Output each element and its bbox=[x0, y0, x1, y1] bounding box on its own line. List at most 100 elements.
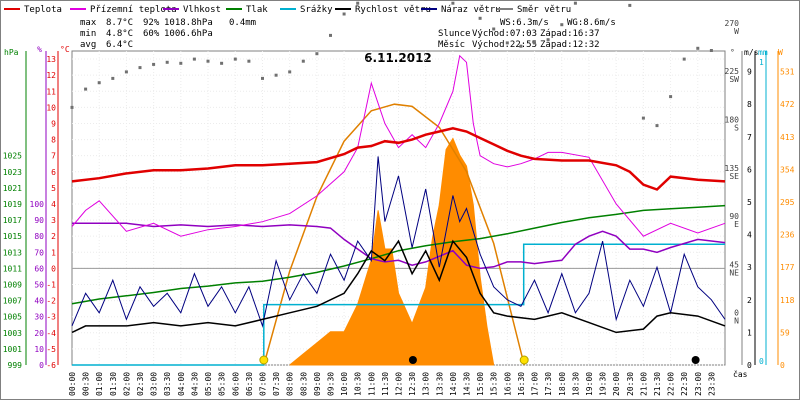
x-tick-label: 16:00 bbox=[503, 372, 512, 396]
celsius-tick-label: 2 bbox=[51, 232, 56, 241]
x-tick-label: 16:30 bbox=[517, 372, 526, 396]
x-tick-label: 23:00 bbox=[694, 372, 703, 396]
temperature-line bbox=[71, 127, 726, 191]
ms-tick-label: 7 bbox=[747, 133, 752, 142]
watt-tick-label: 413 bbox=[780, 133, 795, 142]
max-temp: 8.7°C bbox=[106, 18, 133, 28]
legend-label: Vlhkost bbox=[183, 5, 221, 15]
x-tick-label: 15:00 bbox=[476, 372, 485, 396]
ms-tick-label: 3 bbox=[747, 263, 752, 272]
percent-tick-label: 60 bbox=[34, 264, 44, 273]
direction-tick-compass: SE bbox=[729, 172, 739, 181]
x-tick-label: 20:30 bbox=[626, 372, 635, 396]
rain-line bbox=[72, 243, 725, 366]
min-temp: 4.8°C bbox=[106, 29, 133, 39]
legend-label: Přízemní teplota bbox=[90, 5, 177, 15]
x-tick-label: 22:00 bbox=[667, 372, 676, 396]
x-tick-label: 03:00 bbox=[150, 372, 159, 396]
celsius-tick-label: 12 bbox=[46, 71, 56, 80]
wind-dir-point bbox=[192, 57, 196, 61]
wind-dir-point bbox=[560, 23, 564, 27]
wind-dir-point bbox=[301, 59, 305, 63]
ms-tick-label: 6 bbox=[747, 165, 752, 174]
wind-dir-point bbox=[138, 66, 142, 70]
wind-gust-stat: WG:8.6m/s bbox=[567, 18, 616, 28]
x-tick-label: 20:00 bbox=[612, 372, 621, 396]
wind-dir-point bbox=[329, 33, 332, 37]
ms-axis-title: m/s bbox=[744, 48, 759, 57]
celsius-tick-label: -6 bbox=[46, 361, 56, 370]
percent-axis-title: % bbox=[37, 45, 42, 54]
direction-tick-compass: W bbox=[734, 27, 739, 36]
celsius-tick-label: 1 bbox=[51, 248, 56, 257]
direction-tick-degree: 180 bbox=[725, 115, 740, 124]
wind-dir-point bbox=[274, 73, 278, 77]
ms-tick-label: 9 bbox=[747, 68, 752, 77]
hpa-tick-label: 1009 bbox=[3, 280, 22, 289]
sunset-marker bbox=[519, 355, 529, 365]
watt-tick-label: 118 bbox=[780, 296, 795, 305]
wind-dir-point bbox=[152, 62, 156, 66]
mm-axis-title: mm bbox=[758, 48, 768, 57]
wind-dir-point bbox=[641, 116, 645, 120]
watt-tick-label: 59 bbox=[780, 328, 790, 337]
x-tick-label: 03:30 bbox=[163, 372, 172, 396]
direction-tick-degree: 225 bbox=[725, 67, 740, 76]
watt-tick-label: 354 bbox=[780, 165, 795, 174]
direction-tick-degree: 270 bbox=[725, 19, 740, 28]
celsius-tick-label: -2 bbox=[46, 297, 56, 306]
wind-dir-point bbox=[315, 52, 319, 56]
humidity-line bbox=[72, 222, 726, 270]
x-tick-label: 13:00 bbox=[422, 372, 431, 396]
legend-label: Tlak bbox=[246, 5, 268, 15]
percent-tick-label: 80 bbox=[34, 232, 44, 241]
x-tick-label: 00:30 bbox=[82, 372, 91, 396]
wind-dir-point bbox=[165, 60, 169, 64]
celsius-tick-label: 8 bbox=[51, 136, 56, 145]
ms-tick-label: 0 bbox=[747, 361, 752, 370]
min-press: 1006.6hPa bbox=[164, 29, 213, 39]
x-tick-label: 08:00 bbox=[286, 372, 295, 396]
sun-curve-line bbox=[263, 103, 525, 366]
x-tick-label: 06:00 bbox=[231, 372, 240, 396]
sun-label: Slunce bbox=[438, 29, 471, 39]
sunset-text: Západ:16:37 bbox=[540, 29, 600, 39]
moonrise-text: Východ:22:55 bbox=[472, 40, 537, 50]
wind-dir-point bbox=[533, 41, 536, 45]
x-tick-label: 12:30 bbox=[408, 372, 417, 396]
max-rain: 0.4mm bbox=[229, 18, 256, 28]
x-tick-label: 17:30 bbox=[544, 372, 553, 396]
ms-tick-label: 4 bbox=[747, 231, 752, 240]
wind-speed-line bbox=[71, 239, 726, 334]
direction-axis-title: ° bbox=[730, 48, 735, 57]
x-tick-label: 06:30 bbox=[245, 372, 254, 396]
ms-tick-label: 8 bbox=[747, 100, 752, 109]
percent-tick-label: 70 bbox=[34, 248, 44, 257]
wind-dir-point bbox=[70, 105, 74, 109]
direction-tick-compass: E bbox=[734, 220, 739, 229]
max-press: 1018.8hPa bbox=[164, 18, 213, 28]
x-tick-label: 04:30 bbox=[190, 372, 199, 396]
x-tick-label: 11:30 bbox=[381, 372, 390, 396]
axes: -6-5-4-3-2-1012345678910111213°C01020304… bbox=[3, 19, 795, 396]
x-tick-label: 15:30 bbox=[490, 372, 499, 396]
avg-label: avg bbox=[80, 40, 96, 50]
sunrise-marker bbox=[259, 355, 269, 365]
x-tick-label: 18:30 bbox=[571, 372, 580, 396]
max-hum: 92% bbox=[143, 18, 160, 28]
x-tick-label: 07:30 bbox=[272, 372, 281, 396]
pressure-line bbox=[71, 204, 726, 305]
hpa-axis-title: hPa bbox=[4, 48, 19, 57]
direction-tick-compass: SW bbox=[729, 75, 739, 84]
hpa-tick-label: 1025 bbox=[3, 152, 22, 161]
percent-tick-label: 30 bbox=[34, 313, 44, 322]
wind-dir-point bbox=[709, 49, 713, 52]
x-tick-label: 01:30 bbox=[109, 372, 118, 396]
x-tick-label: 12:00 bbox=[395, 372, 404, 396]
wind-gust-line bbox=[71, 156, 726, 328]
x-tick-label: 00:00 bbox=[68, 372, 77, 396]
celsius-tick-label: 10 bbox=[46, 103, 56, 112]
sunrise-text: Východ:07:03 bbox=[472, 29, 537, 39]
x-tick-label: 21:30 bbox=[653, 372, 662, 396]
direction-tick-degree: 135 bbox=[725, 164, 740, 173]
